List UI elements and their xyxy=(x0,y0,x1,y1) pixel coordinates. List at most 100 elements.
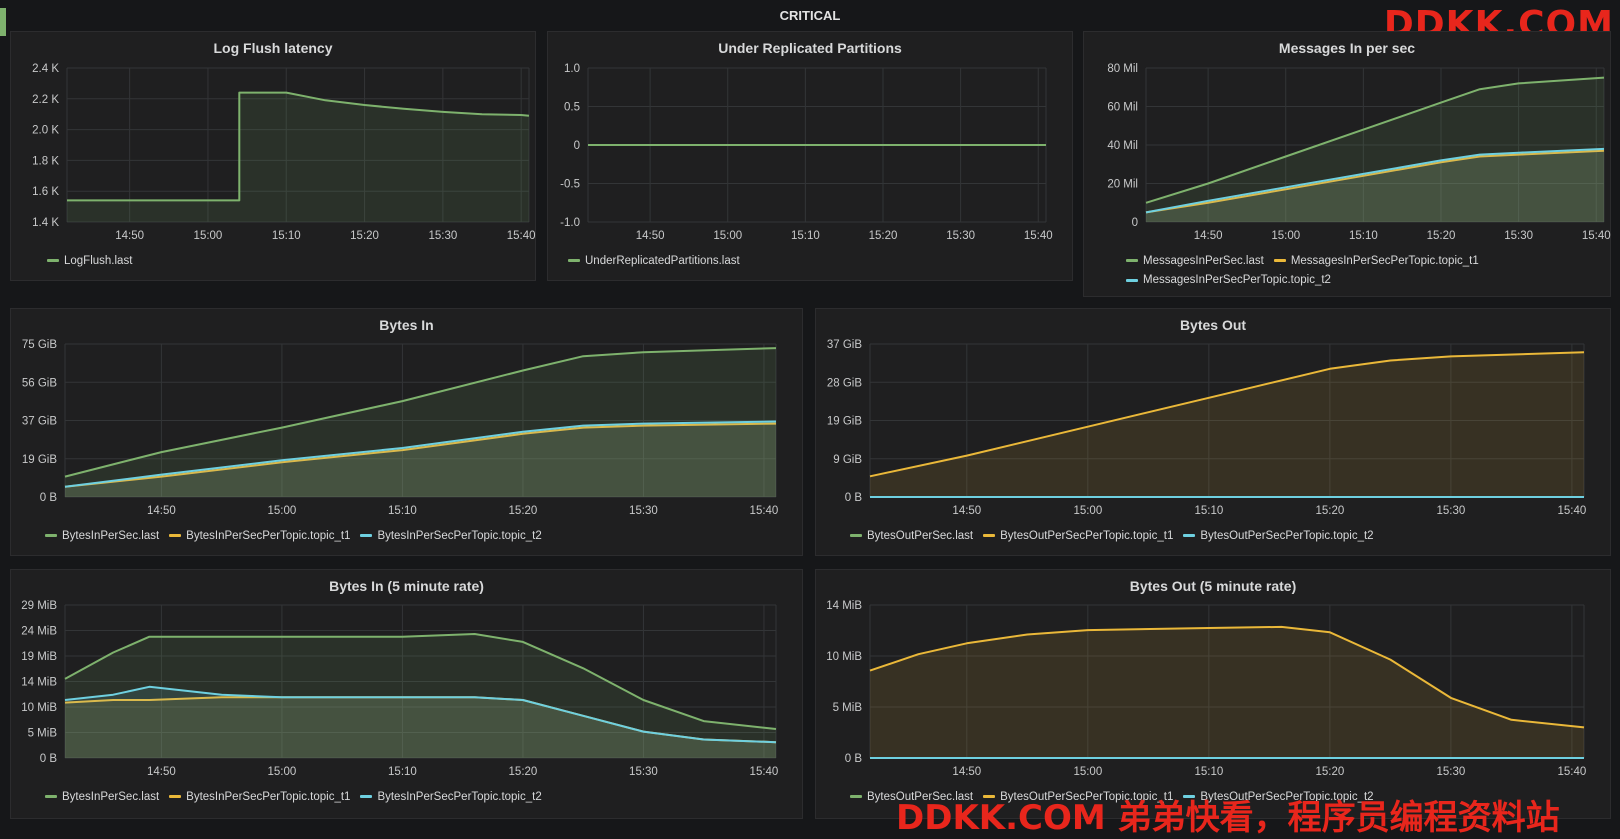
y-tick-label: 5 MiB xyxy=(28,728,58,740)
series-line-0[interactable] xyxy=(1145,76,1605,204)
legend-swatch xyxy=(983,534,996,537)
legend-item[interactable]: BytesInPerSecPerTopic.topic_t1 xyxy=(169,788,350,806)
panel-bytes-out[interactable]: Bytes Out 37 GiB 28 GiB 19 GiB 9 GiB 0 B 14:50… xyxy=(815,308,1611,556)
x-tick-label: 15:20 xyxy=(350,230,379,242)
series-line-1[interactable] xyxy=(869,625,1585,729)
x-tick-label: 15:20 xyxy=(1427,230,1456,242)
legend-item[interactable]: BytesOutPerSecPerTopic.topic_t2 xyxy=(1183,788,1374,806)
x-tick-label: 15:30 xyxy=(1436,766,1465,778)
legend-label: BytesInPerSec.last xyxy=(62,529,160,542)
chart-bytes-in-5m-rate[interactable]: 29 MiB 24 MiB 19 MiB 14 MiB 10 MiB 5 MiB 0 B 14… xyxy=(11,570,804,820)
legend-item[interactable]: BytesOutPerSec.last xyxy=(850,788,973,806)
series-line-0[interactable] xyxy=(64,633,777,730)
x-tick-label: 15:10 xyxy=(388,505,417,517)
x-tick-label: 15:40 xyxy=(750,766,779,778)
series-line-0[interactable] xyxy=(67,91,530,202)
row-collapse-handle[interactable] xyxy=(0,8,6,36)
x-tick-label: 15:20 xyxy=(1315,505,1344,517)
chart-bytes-out[interactable]: 37 GiB 28 GiB 19 GiB 9 GiB 0 B 14:50 15:00 15:1… xyxy=(816,309,1612,557)
panel-bytes-in[interactable]: Bytes In 75 GiB 56 GiB 37 GiB 19 GiB 0 B 14:50… xyxy=(10,308,803,556)
legend-item[interactable]: BytesOutPerSecPerTopic.topic_t1 xyxy=(983,788,1173,806)
y-tick-label: 60 Mil xyxy=(1107,102,1138,114)
legend-label: BytesInPerSec.last xyxy=(62,790,160,803)
panel-title[interactable]: Messages In per sec xyxy=(1278,40,1416,56)
series-line-1[interactable] xyxy=(869,351,1585,478)
y-tick-label: 14 MiB xyxy=(826,600,862,612)
legend: UnderReplicatedPartitions.last xyxy=(568,250,1054,270)
legend-item[interactable]: MessagesInPerSec.last xyxy=(1126,252,1264,270)
chart-messages-in-per-sec[interactable]: 80 Mil 60 Mil 40 Mil 20 Mil 0 14:50 15:00 15:10… xyxy=(1084,32,1612,298)
legend-swatch xyxy=(850,534,862,537)
legend-item[interactable]: BytesInPerSec.last xyxy=(45,788,159,806)
y-tick-label: -1.0 xyxy=(560,217,580,229)
panel-title[interactable]: Bytes In xyxy=(379,317,434,333)
panel-title[interactable]: Bytes Out xyxy=(1179,317,1247,333)
y-tick-label: 37 GiB xyxy=(827,339,862,351)
legend-item[interactable]: UnderReplicatedPartitions.last xyxy=(568,252,740,270)
legend-item[interactable]: BytesInPerSec.last xyxy=(45,527,159,545)
x-tick-label: 15:30 xyxy=(629,505,658,517)
legend-item[interactable]: BytesOutPerSecPerTopic.topic_t2 xyxy=(1183,527,1374,545)
y-tick-label: -0.5 xyxy=(560,179,580,191)
y-tick-label: 2.4 K xyxy=(32,63,59,75)
x-tick-label: 15:00 xyxy=(713,230,742,242)
series-line-0[interactable] xyxy=(64,347,777,478)
y-tick-label: 40 Mil xyxy=(1107,140,1138,152)
series-line-1[interactable] xyxy=(1145,149,1605,214)
series-area-0 xyxy=(65,348,776,497)
panel-log-flush-latency[interactable]: Log Flush latency 2.4 K 2.2 K 2.0 K 1.8 K 1.6… xyxy=(10,31,536,281)
x-tick-label: 15:00 xyxy=(268,505,297,517)
legend-swatch xyxy=(360,795,373,798)
legend-item[interactable]: MessagesInPerSecPerTopic.topic_t2 xyxy=(1126,271,1331,289)
panel-messages-in-per-sec[interactable]: Messages In per sec 80 Mil 60 Mil 40 Mil 20 … xyxy=(1083,31,1611,297)
legend-swatch xyxy=(568,259,580,262)
legend-item[interactable]: BytesInPerSecPerTopic.topic_t2 xyxy=(360,788,542,806)
x-tick-label: 14:50 xyxy=(1194,230,1223,242)
legend-swatch xyxy=(45,795,57,798)
series-area-1 xyxy=(870,352,1584,497)
panel-under-replicated-partitions[interactable]: Under Replicated Partitions 1.0 0.5 0 -0.5 -1… xyxy=(547,31,1073,281)
series-line-2[interactable] xyxy=(1145,147,1605,214)
x-tick-label: 14:50 xyxy=(115,230,144,242)
panel-title[interactable]: Bytes Out (5 minute rate) xyxy=(1129,578,1297,594)
panel-title[interactable]: Log Flush latency xyxy=(213,40,333,56)
panel-title[interactable]: Under Replicated Partitions xyxy=(718,40,902,56)
row-title[interactable]: CRITICAL xyxy=(779,8,841,23)
panel-bytes-in-5m-rate[interactable]: Bytes In (5 minute rate) 29 MiB 24 MiB 19 M… xyxy=(10,569,803,819)
y-tick-label: 56 GiB xyxy=(22,377,57,389)
y-tick-label: 1.4 K xyxy=(32,217,59,229)
legend-item[interactable]: LogFlush.last xyxy=(47,252,132,270)
chart-log-flush-latency[interactable]: 2.4 K 2.2 K 2.0 K 1.8 K 1.6 K 1.4 K 14:50 15:00… xyxy=(11,32,537,282)
y-tick-label: 20 Mil xyxy=(1107,179,1138,191)
x-tick-label: 15:20 xyxy=(509,505,538,517)
chart-bytes-out-5m-rate[interactable]: 14 MiB 10 MiB 5 MiB 0 B 14:50 15:00 15:10 15:20… xyxy=(816,570,1612,820)
series-area-1 xyxy=(1146,150,1604,222)
series-line-2[interactable] xyxy=(64,420,777,488)
legend-item[interactable]: BytesOutPerSec.last xyxy=(850,527,973,545)
series-area-2 xyxy=(65,421,776,497)
legend-label: BytesOutPerSecPerTopic.topic_t2 xyxy=(1200,529,1374,542)
panel-title[interactable]: Bytes In (5 minute rate) xyxy=(329,578,484,594)
y-tick-label: 0 B xyxy=(845,492,863,504)
chart-bytes-in[interactable]: 75 GiB 56 GiB 37 GiB 19 GiB 0 B 14:50 15:00 15:… xyxy=(11,309,804,557)
x-tick-label: 14:50 xyxy=(147,766,176,778)
legend-label: MessagesInPerSecPerTopic.topic_t2 xyxy=(1143,274,1331,286)
legend-label: MessagesInPerSecPerTopic.topic_t1 xyxy=(1290,254,1479,267)
x-tick-label: 15:30 xyxy=(428,230,457,242)
series-line-1[interactable] xyxy=(64,422,777,488)
legend-item[interactable]: BytesInPerSecPerTopic.topic_t1 xyxy=(169,527,350,545)
legend-swatch xyxy=(169,534,182,537)
legend-item[interactable]: MessagesInPerSecPerTopic.topic_t1 xyxy=(1273,252,1479,270)
x-tick-label: 15:30 xyxy=(629,766,658,778)
legend: MessagesInPerSec.last MessagesInPerSecPer… xyxy=(1126,250,1592,289)
legend-item[interactable]: BytesInPerSecPerTopic.topic_t2 xyxy=(360,527,542,545)
series-line-2[interactable] xyxy=(64,685,777,744)
legend-swatch xyxy=(45,534,57,537)
panel-bytes-out-5m-rate[interactable]: Bytes Out (5 minute rate) 14 MiB 10 MiB 5 M… xyxy=(815,569,1611,819)
legend-label: BytesOutPerSec.last xyxy=(867,790,974,803)
y-tick-label: 2.0 K xyxy=(32,125,59,137)
chart-under-replicated-partitions[interactable]: 1.0 0.5 0 -0.5 -1.0 14:50 15:00 15:10 15:20 15:30… xyxy=(548,32,1074,282)
legend-item[interactable]: BytesOutPerSecPerTopic.topic_t1 xyxy=(983,527,1173,545)
x-tick-label: 15:30 xyxy=(1504,230,1533,242)
x-tick-label: 15:00 xyxy=(1073,766,1102,778)
